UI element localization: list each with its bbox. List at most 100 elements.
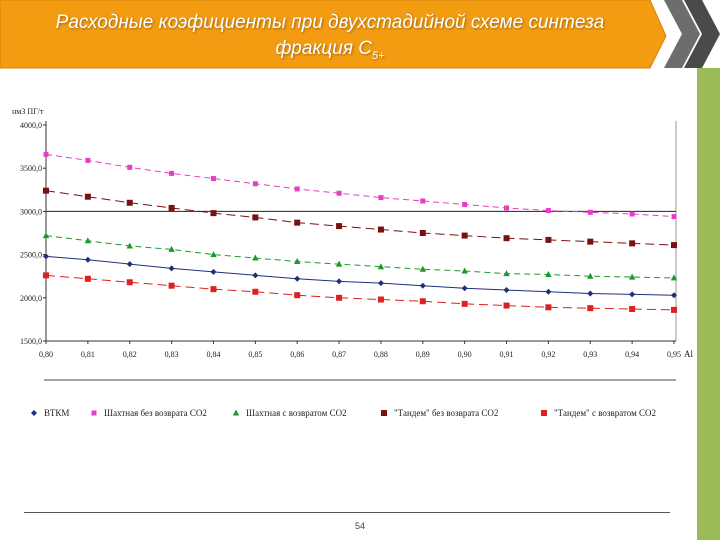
series-4-point (377, 226, 384, 233)
x-axis-label: Al (684, 349, 693, 359)
series-5-point (629, 306, 636, 313)
series-5-point (84, 275, 91, 282)
series-3-point (84, 237, 92, 244)
y-tick-label: 2000,0 (20, 294, 42, 303)
series-1-point (629, 291, 636, 298)
series-1-point (126, 261, 133, 268)
series-3-point (545, 270, 552, 277)
legend-marker-3 (232, 409, 240, 416)
legend-marker-1 (31, 410, 37, 416)
series-1-point (294, 275, 301, 282)
series-line-2 (45, 153, 675, 218)
series-1-point (419, 282, 426, 289)
y-tick-label: 4000,0 (20, 121, 42, 130)
y-tick-label: 2500,0 (20, 251, 42, 260)
series-1-point (461, 285, 468, 292)
y-tick-label: 3000,0 (20, 207, 42, 216)
series-5-point (43, 272, 49, 279)
series-4-point (629, 240, 636, 247)
legend-label-1: ВТКМ (44, 408, 69, 418)
series-5-point (587, 305, 594, 312)
x-tick-label: 0,94 (625, 350, 639, 359)
series-5-point (671, 306, 677, 313)
series-2-point (210, 176, 216, 182)
series-3-point (335, 260, 343, 267)
series-4-point (461, 232, 468, 239)
slide-title-line1: Расходные коэфициенты при двухстадийной … (55, 12, 605, 33)
series-4-point (210, 210, 217, 217)
series-2-point (504, 205, 510, 211)
line-chart: 1500,0 2000,0 2500,0 3000,0 3500,0 4000,0 нм3 … (12, 107, 693, 418)
x-tick-label: 0,90 (458, 350, 472, 359)
y-axis-label: нм3 ПГ/т (12, 107, 44, 116)
title-banner: Расходные коэфициенты при двухстадийной … (0, 0, 720, 70)
series-5-point (545, 304, 552, 311)
series-2-point (43, 151, 49, 157)
series-3-point (419, 265, 426, 272)
series-4-point (43, 187, 49, 194)
series-2-point (629, 211, 635, 217)
series-3-point (587, 272, 594, 279)
footer-divider (24, 512, 670, 513)
series-4-point (252, 214, 259, 221)
series-3-point (126, 242, 133, 249)
series-1-point (43, 253, 49, 260)
series-5-point (419, 298, 426, 305)
x-tick-label: 0,82 (123, 350, 137, 359)
series-1-point (545, 288, 552, 295)
title-banner-fill (0, 0, 666, 68)
series-3-point (628, 273, 636, 280)
x-tick-label: 0,80 (39, 350, 53, 359)
series-5-point (252, 288, 259, 295)
legend-marker-4 (381, 410, 387, 416)
x-tick-label: 0,81 (81, 350, 95, 359)
series-5-point (377, 296, 384, 303)
series-3-point (210, 251, 217, 258)
series-line-5 (45, 274, 675, 311)
slide-title: Расходные коэфициенты при двухстадийной … (0, 10, 660, 69)
series-5-point (461, 300, 468, 307)
series-3-point (461, 267, 468, 274)
y-tick-label: 1500,0 (20, 337, 42, 346)
series-5-point (503, 302, 510, 309)
series-4-point (503, 235, 510, 242)
series-5-point (294, 292, 301, 299)
chevron-right-icon-2 (684, 0, 720, 68)
series-4-point (126, 199, 133, 206)
series-2-point (252, 181, 258, 187)
series-1-point (587, 290, 594, 297)
x-tick-label: 0,87 (332, 350, 346, 359)
title-banner-shape (0, 0, 720, 69)
series-3-point (294, 258, 301, 265)
series-1-point (671, 292, 677, 299)
x-tick-label: 0,85 (248, 350, 262, 359)
series-4-point (671, 242, 677, 249)
series-2-point (671, 214, 677, 220)
series-1-point (84, 256, 91, 263)
legend-marker-2 (91, 410, 97, 416)
x-tick-label: 0,84 (206, 350, 220, 359)
series-4-point (294, 219, 301, 226)
x-tick-label: 0,88 (374, 350, 388, 359)
series-3-point (377, 263, 385, 270)
series-4-point (168, 204, 175, 211)
series-5-point (126, 279, 133, 286)
series-2-point (85, 157, 91, 163)
series-line-1 (45, 255, 675, 296)
x-tick-label: 0,83 (165, 350, 179, 359)
series-2-point (127, 164, 133, 170)
series-2-point (587, 209, 593, 215)
x-tick-label: 0,92 (541, 350, 555, 359)
series-3-point (503, 270, 510, 277)
x-tick-label: 0,89 (416, 350, 430, 359)
x-tick-label: 0,93 (583, 350, 597, 359)
slide-title-line2: фракция C5+ (0, 36, 660, 69)
series-1-point (503, 287, 510, 294)
series-3-point (42, 232, 50, 239)
series-4-point (336, 223, 343, 230)
slide-title-subscript: 5+ (372, 49, 385, 62)
series-1-point (252, 272, 259, 279)
y-tick-label: 3500,0 (20, 164, 42, 173)
series-4-point (419, 230, 426, 236)
slide-title-line2-text: фракция C (275, 38, 372, 59)
